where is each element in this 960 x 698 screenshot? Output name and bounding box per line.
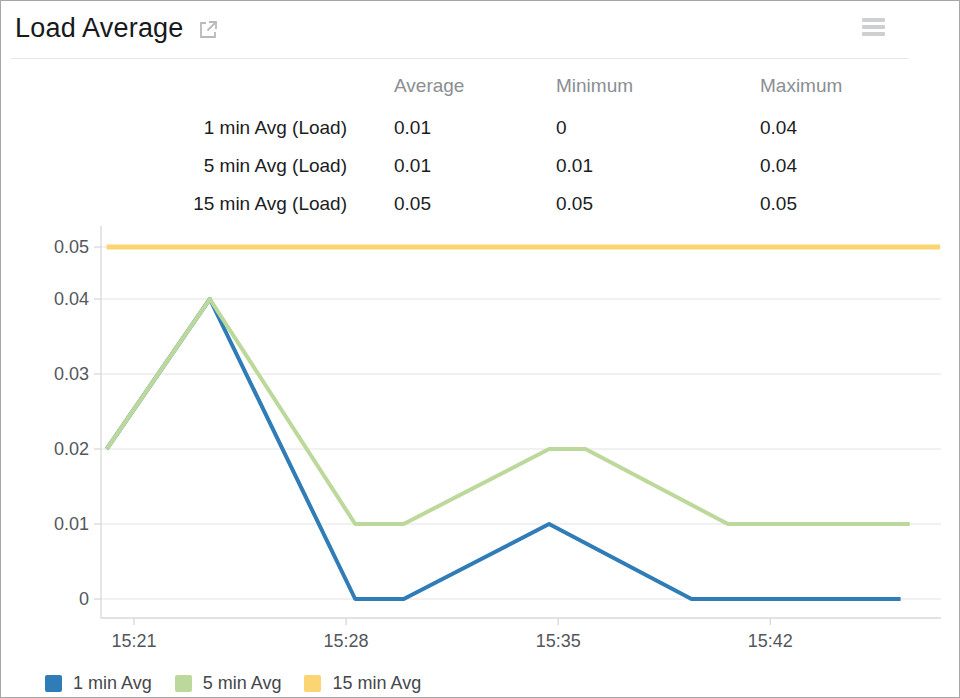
x-tick-label: 15:42 [748,631,793,651]
legend-swatch-5min [175,675,192,692]
legend-label: 1 min Avg [73,673,152,694]
legend-item-1min[interactable]: 1 min Avg [45,673,152,694]
y-tick-label: 0.04 [54,289,89,309]
chart-legend: 1 min Avg 5 min Avg 15 min Avg [45,673,444,694]
legend-label: 15 min Avg [332,673,421,694]
legend-swatch-15min [304,675,321,692]
y-tick-label: 0.03 [54,364,89,384]
chart-gridlines [101,247,941,599]
y-tick-label: 0.05 [54,237,89,257]
x-tick-label: 15:21 [111,631,156,651]
y-tick-label: 0.02 [54,439,89,459]
x-tick-label: 15:28 [324,631,369,651]
load-average-chart[interactable]: 0 0.01 0.02 0.03 0.04 0.05 15:21 15:28 15:35 15:4… [1,1,960,698]
legend-label: 5 min Avg [203,673,282,694]
legend-item-5min[interactable]: 5 min Avg [175,673,282,694]
load-average-widget: Load Average Average Minimum Maximum 1 m… [0,0,960,698]
y-tick-label: 0.01 [54,514,89,534]
legend-item-15min[interactable]: 15 min Avg [304,673,421,694]
y-tick-label: 0 [79,589,89,609]
x-tick-label: 15:35 [536,631,581,651]
chart-axes [94,226,941,625]
legend-swatch-1min [45,675,62,692]
